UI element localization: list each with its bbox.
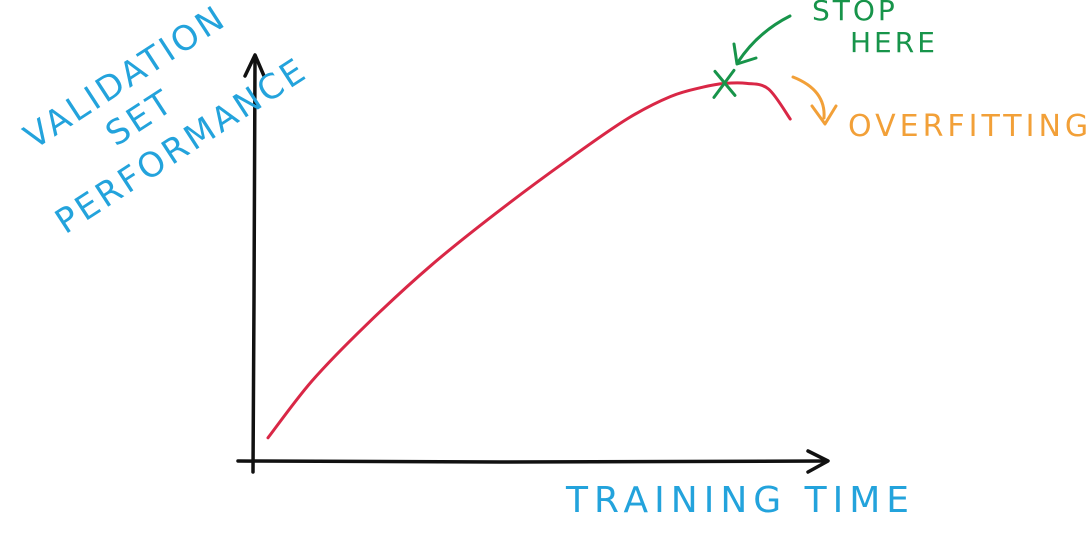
stop-here-label-line-2: HERE <box>850 26 938 59</box>
overfitting-arrow <box>791 75 826 120</box>
x-axis-label: TRAINING TIME <box>565 480 915 521</box>
stop-here-arrow <box>736 14 792 64</box>
stop-marker-x <box>712 68 737 99</box>
x-axis <box>236 459 828 464</box>
overfitting-arrowhead <box>810 104 838 126</box>
y-axis-arrowhead <box>243 53 266 78</box>
y-axis <box>251 58 257 474</box>
overfitting-label: OVERFITTING <box>848 109 1086 144</box>
series-line <box>266 81 792 440</box>
stop-here-arrowhead <box>732 42 758 66</box>
stop-here-label-line-1: STOP <box>812 0 898 27</box>
x-axis-arrowhead <box>806 449 830 474</box>
